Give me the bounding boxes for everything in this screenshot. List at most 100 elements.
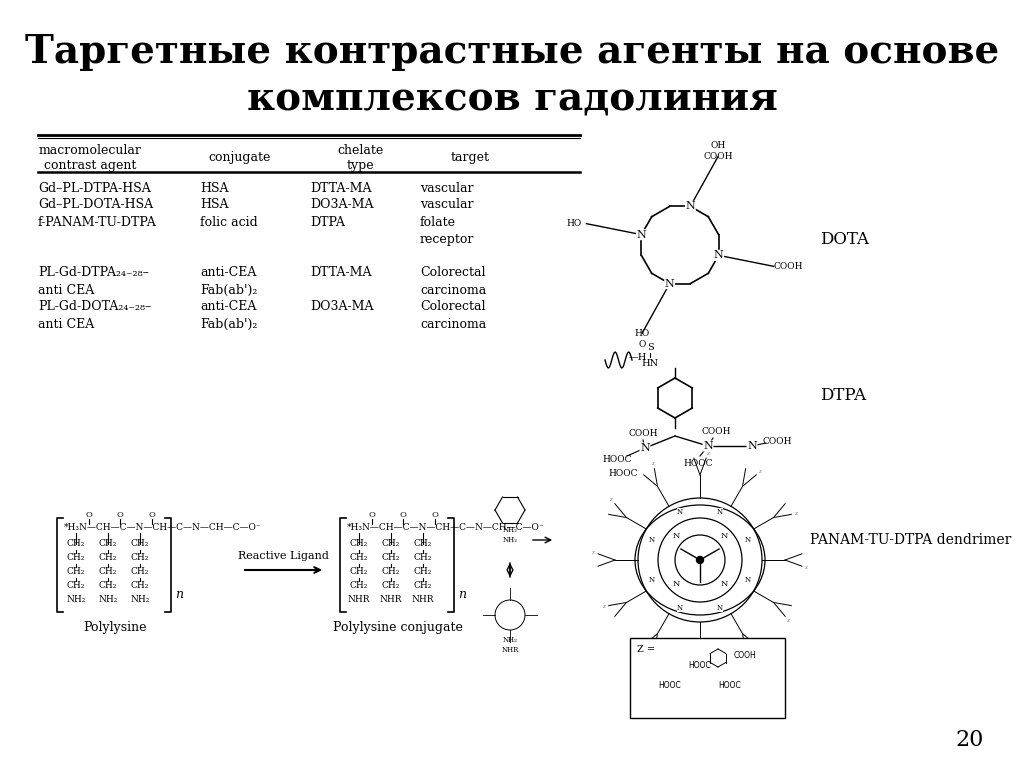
Text: N: N xyxy=(685,202,695,212)
Text: COOH: COOH xyxy=(762,436,792,446)
Text: macromolecular
contrast agent: macromolecular contrast agent xyxy=(39,144,141,172)
Text: CH₂: CH₂ xyxy=(67,581,85,591)
Text: PANAM TU-DTPA: PANAM TU-DTPA xyxy=(663,669,737,677)
Text: N: N xyxy=(720,580,728,588)
Text: CH₂: CH₂ xyxy=(350,539,369,548)
Text: N: N xyxy=(677,508,683,516)
Text: CH₂: CH₂ xyxy=(67,554,85,562)
Text: anti CEA: anti CEA xyxy=(38,284,94,297)
Text: *H₃N—CH—C—N—CH—C—N—CH—C—O⁻: *H₃N—CH—C—N—CH—C—N—CH—C—O⁻ xyxy=(63,522,261,532)
Text: O: O xyxy=(399,511,407,519)
Text: z: z xyxy=(795,511,798,516)
Text: z: z xyxy=(805,565,808,571)
Text: HOOC: HOOC xyxy=(688,660,712,670)
Text: N: N xyxy=(717,508,723,516)
Text: Таргетные контрастные агенты на основе: Таргетные контрастные агенты на основе xyxy=(25,33,999,71)
Text: N: N xyxy=(703,441,713,451)
Text: DOTA: DOTA xyxy=(820,232,869,249)
Text: NH₂: NH₂ xyxy=(503,636,517,644)
Text: DTTA-MA: DTTA-MA xyxy=(310,182,372,195)
Text: folate: folate xyxy=(420,216,456,229)
Text: NH₂: NH₂ xyxy=(130,595,150,604)
Text: DTPA: DTPA xyxy=(310,216,345,229)
Text: Fab(ab')₂: Fab(ab')₂ xyxy=(200,318,257,331)
Text: z: z xyxy=(786,617,790,623)
Text: OH: OH xyxy=(711,141,725,150)
Text: Gd–PL-DOTA-HSA: Gd–PL-DOTA-HSA xyxy=(38,199,154,212)
Text: z: z xyxy=(690,664,693,669)
Text: CH₂: CH₂ xyxy=(131,581,150,591)
Text: receptor: receptor xyxy=(420,232,474,245)
Text: комплексов гадолиния: комплексов гадолиния xyxy=(247,81,777,119)
Text: N: N xyxy=(717,604,723,612)
Text: COOH: COOH xyxy=(774,262,803,271)
Text: *H₃N—CH—C—N—CH—C—N—CH—C—O⁻: *H₃N—CH—C—N—CH—C—N—CH—C—O⁻ xyxy=(347,522,545,532)
Text: HSA: HSA xyxy=(200,199,228,212)
Text: CH₂: CH₂ xyxy=(414,568,432,577)
Text: DTPA: DTPA xyxy=(820,387,866,403)
Text: anti CEA: anti CEA xyxy=(38,318,94,331)
Text: N: N xyxy=(714,250,724,260)
Text: N: N xyxy=(665,278,675,288)
Text: vascular: vascular xyxy=(420,199,473,212)
Text: carcinoma: carcinoma xyxy=(420,318,486,331)
Text: Polylysine conjugate: Polylysine conjugate xyxy=(333,621,463,634)
Text: Gd–PL-DTPA-HSA: Gd–PL-DTPA-HSA xyxy=(38,182,151,195)
Text: CH₂: CH₂ xyxy=(67,568,85,577)
Text: target: target xyxy=(451,152,489,164)
Text: HOOC: HOOC xyxy=(683,459,713,469)
Text: DO3A-MA: DO3A-MA xyxy=(310,199,374,212)
Text: CH₂: CH₂ xyxy=(131,539,150,548)
Text: folic acid: folic acid xyxy=(200,216,258,229)
Text: NH₂: NH₂ xyxy=(503,526,517,534)
Text: S: S xyxy=(646,344,653,353)
Text: n: n xyxy=(175,588,183,601)
Text: NHR: NHR xyxy=(412,595,434,604)
Text: Colorectal: Colorectal xyxy=(420,301,485,314)
Text: DTTA-MA: DTTA-MA xyxy=(310,266,372,279)
Text: PANAM-TU-DTPA dendrimer: PANAM-TU-DTPA dendrimer xyxy=(810,533,1012,547)
Text: CH₂: CH₂ xyxy=(67,539,85,548)
Text: N: N xyxy=(745,576,752,584)
Text: COOH: COOH xyxy=(703,153,732,161)
Text: HO: HO xyxy=(635,328,650,337)
Text: CH₂: CH₂ xyxy=(382,568,400,577)
Text: NH₂: NH₂ xyxy=(98,595,118,604)
Text: N: N xyxy=(637,229,646,239)
Text: NHR: NHR xyxy=(348,595,371,604)
Text: PL-Gd-DTPA₂₄₋₂₈–: PL-Gd-DTPA₂₄₋₂₈– xyxy=(38,266,148,279)
Text: COOH: COOH xyxy=(701,426,731,436)
Text: N: N xyxy=(649,576,655,584)
Text: —H: —H xyxy=(629,353,647,361)
Text: DO3A-MA: DO3A-MA xyxy=(310,301,374,314)
Text: O: O xyxy=(86,511,92,519)
Text: 20: 20 xyxy=(955,729,984,751)
Text: HSA: HSA xyxy=(200,182,228,195)
Text: HN: HN xyxy=(641,358,658,367)
Text: Polylysine: Polylysine xyxy=(83,621,146,634)
Text: z: z xyxy=(602,604,605,609)
Text: N: N xyxy=(673,532,680,540)
Text: HOOC: HOOC xyxy=(608,469,638,478)
Text: O: O xyxy=(431,511,438,519)
Text: N: N xyxy=(673,580,680,588)
Text: N: N xyxy=(745,536,752,544)
Text: CH₂: CH₂ xyxy=(98,568,117,577)
Text: HOOC: HOOC xyxy=(658,680,681,690)
Text: f-PANAM-TU-DTPA: f-PANAM-TU-DTPA xyxy=(38,216,157,229)
Text: chelate
type: chelate type xyxy=(337,144,383,172)
Text: CH₂: CH₂ xyxy=(382,539,400,548)
Text: N: N xyxy=(649,536,655,544)
Text: z: z xyxy=(745,653,748,659)
Text: CH₂: CH₂ xyxy=(98,554,117,562)
Text: z: z xyxy=(610,497,613,502)
Text: z: z xyxy=(652,461,655,466)
Text: N: N xyxy=(720,532,728,540)
Text: z: z xyxy=(638,646,641,651)
Text: CH₂: CH₂ xyxy=(131,554,150,562)
Text: Fab(ab')₂: Fab(ab')₂ xyxy=(200,284,257,297)
Text: O: O xyxy=(117,511,124,519)
Text: HOOC: HOOC xyxy=(602,456,632,465)
Text: CH₂: CH₂ xyxy=(350,554,369,562)
Text: z: z xyxy=(759,469,762,474)
